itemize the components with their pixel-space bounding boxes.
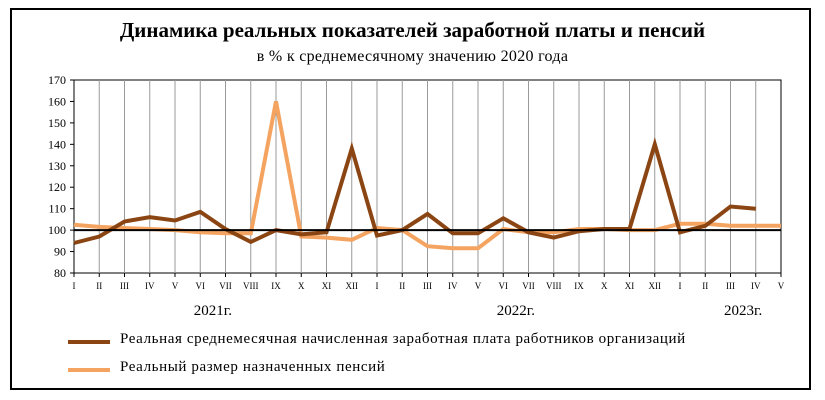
chart-subtitle: в % к среднемесячному значению 2020 года	[256, 48, 569, 65]
y-tick-label: 110	[48, 202, 66, 216]
x-tick-label: VII	[522, 281, 535, 291]
x-tick-label: XII	[346, 281, 359, 291]
legend-label-wage: Реальная среднемесячная начисленная зара…	[120, 331, 686, 347]
x-tick-label: IX	[574, 281, 584, 291]
legend-swatch-wage	[68, 340, 110, 344]
year-label: 2022г.	[497, 303, 535, 319]
x-tick-label: I	[73, 281, 76, 291]
x-tick-label: VII	[219, 281, 232, 291]
series-line-wage	[73, 137, 756, 245]
x-tick-label: II	[399, 281, 405, 291]
x-tick-label: I	[376, 281, 379, 291]
x-tick-label: X	[601, 281, 608, 291]
x-tick-label: IV	[751, 281, 761, 291]
y-tick-label: 120	[48, 180, 66, 194]
y-tick-label: 130	[48, 159, 66, 173]
y-tick-label: 140	[48, 137, 66, 151]
x-tick-label: IX	[271, 281, 281, 291]
x-tick-label: X	[298, 281, 305, 291]
x-tick-label: III	[726, 281, 735, 291]
y-tick-label: 150	[48, 116, 66, 130]
x-tick-label: VIII	[546, 281, 562, 291]
x-tick-label: V	[475, 281, 482, 291]
x-tick-label: II	[96, 281, 102, 291]
y-tick-label: 170	[48, 73, 66, 87]
series-line-pension	[73, 101, 781, 251]
x-tick-label: IV	[448, 281, 458, 291]
x-tick-label: III	[423, 281, 432, 291]
x-tick-label: XI	[322, 281, 332, 291]
year-label: 2021г.	[194, 303, 232, 319]
y-tick-label: 80	[54, 266, 66, 280]
legend-swatch-pension	[68, 368, 110, 372]
y-tick-label: 100	[48, 223, 66, 237]
x-tick-label: XI	[625, 281, 635, 291]
x-tick-label: V	[172, 281, 179, 291]
x-tick-label: V	[778, 281, 785, 291]
x-tick-label: IV	[145, 281, 155, 291]
x-tick-label: XII	[649, 281, 662, 291]
x-tick-label: I	[679, 281, 682, 291]
x-tick-label: II	[702, 281, 708, 291]
year-label: 2023г.	[724, 303, 762, 319]
x-tick-label: VIII	[243, 281, 259, 291]
legend-label-pension: Реальный размер назначенных пенсий	[120, 359, 386, 375]
y-tick-label: 90	[54, 245, 66, 259]
x-tick-label: VI	[196, 281, 206, 291]
x-tick-label: III	[120, 281, 129, 291]
chart-title: Динамика реальных показателей заработной…	[119, 18, 706, 42]
y-tick-label: 160	[48, 94, 66, 108]
x-tick-label: VI	[499, 281, 509, 291]
